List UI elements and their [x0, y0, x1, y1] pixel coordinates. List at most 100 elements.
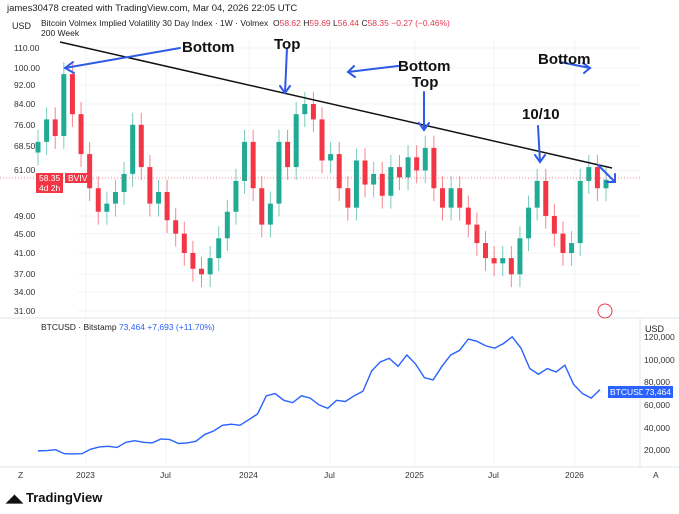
indicator-label[interactable]: 200 Week — [41, 28, 80, 38]
candle — [61, 74, 67, 137]
btc-line — [37, 335, 601, 455]
candle — [259, 188, 265, 225]
x-tick: 2023 — [76, 470, 95, 480]
y-tick: 100.00 — [14, 62, 40, 73]
candle — [543, 180, 549, 216]
candle — [517, 238, 523, 275]
y-tick: 76.00 — [14, 119, 36, 130]
btc-y-tick: 100,000 — [644, 354, 675, 365]
candle — [35, 141, 41, 153]
annotation-arrow — [559, 61, 591, 69]
candle — [491, 258, 497, 264]
candle — [147, 167, 153, 204]
annotation-arrow — [347, 65, 399, 73]
candle — [345, 188, 351, 208]
candle — [207, 258, 213, 275]
auto-scale-button[interactable]: A — [653, 470, 659, 480]
y-tick: 41.00 — [14, 247, 36, 258]
candle — [508, 258, 514, 275]
candle — [439, 188, 445, 208]
candle — [121, 173, 127, 192]
btc-last: 73,464 — [118, 322, 145, 332]
y-tick: 45.00 — [14, 228, 36, 239]
candle — [112, 191, 118, 204]
reset-scale-button[interactable]: Z — [18, 470, 24, 480]
btc-y-tick: 60,000 — [644, 399, 670, 410]
annotation-bottom-1: Bottom — [182, 39, 235, 56]
btc-currency: USD — [645, 324, 665, 334]
candle — [500, 258, 506, 264]
y-tick: 34.00 — [14, 286, 36, 297]
candle — [560, 233, 566, 253]
countdown: 4d 2h — [39, 183, 61, 193]
btc-y-tick: 80,000 — [644, 377, 670, 388]
series-legend: Bitcoin Volmex Implied Volatility 30 Day… — [41, 18, 450, 38]
y-tick: 84.00 — [14, 99, 36, 109]
candle — [526, 207, 532, 239]
y-tick: 110.00 — [14, 43, 40, 53]
candle — [250, 141, 256, 189]
x-tick: 2026 — [565, 470, 584, 480]
annotation-top-1: Top — [274, 36, 301, 53]
candle — [577, 180, 583, 244]
y-tick: 31.00 — [14, 306, 36, 317]
arrowhead — [279, 85, 291, 95]
tradingview-logo: ◢◣ TradingView — [6, 490, 103, 505]
open-label: O — [272, 18, 280, 28]
candle — [448, 188, 454, 208]
x-tick: 2025 — [405, 470, 424, 480]
annotation-bottom-3: Bottom — [538, 51, 591, 68]
series-title: Bitcoin Volmex Implied Volatility 30 Day… — [41, 18, 269, 28]
candle — [396, 167, 402, 178]
x-tick: Jul — [488, 470, 499, 480]
low-value: 56.44 — [337, 18, 360, 28]
y-tick: 68.50 — [14, 141, 36, 152]
arrowhead — [63, 61, 75, 74]
annotation-arrow — [64, 47, 181, 69]
candle — [267, 203, 273, 225]
candle — [155, 191, 161, 204]
annotation-bottom-2: Bottom — [398, 58, 451, 75]
candle — [371, 173, 377, 185]
candle — [302, 104, 308, 115]
candle — [181, 233, 187, 253]
y-tick: 92.00 — [14, 80, 36, 91]
events-flag-icon — [597, 303, 613, 319]
btc-y-tick: 40,000 — [644, 422, 670, 433]
candle — [44, 119, 50, 142]
candle — [569, 243, 575, 253]
btc-symbol-badge: BTCUSD — [608, 386, 647, 398]
y-tick: 49.00 — [14, 210, 36, 221]
candle — [534, 180, 540, 208]
candle — [603, 179, 609, 189]
btc-y-tick: 120,000 — [644, 331, 675, 342]
btc-change: +7,693 (+11.70%) — [147, 322, 215, 332]
currency-label: USD — [12, 21, 32, 31]
candle — [78, 114, 84, 155]
candle — [431, 147, 437, 189]
high-label: H — [303, 18, 310, 28]
y-tick: 37.00 — [14, 269, 36, 280]
candle — [173, 220, 179, 234]
price-badge-value: 58.35 — [39, 173, 61, 183]
annotation-arrow — [284, 47, 288, 94]
candle — [551, 215, 557, 234]
candle — [422, 147, 428, 171]
arrowhead — [346, 65, 356, 78]
change-value: −0.27 (−0.46%) — [391, 18, 450, 28]
symbol-badge: BVIV — [65, 173, 91, 183]
candle — [130, 124, 136, 174]
candle — [319, 119, 325, 161]
arrowhead — [606, 173, 616, 183]
low-label: L — [333, 18, 338, 28]
y-tick: 61.00 — [14, 165, 36, 176]
candle — [87, 154, 93, 189]
candle — [474, 224, 480, 244]
x-tick: 2024 — [239, 470, 258, 480]
high-value: 59.69 — [309, 18, 331, 28]
candle — [95, 188, 101, 212]
candle — [353, 160, 359, 208]
candle — [233, 180, 239, 212]
